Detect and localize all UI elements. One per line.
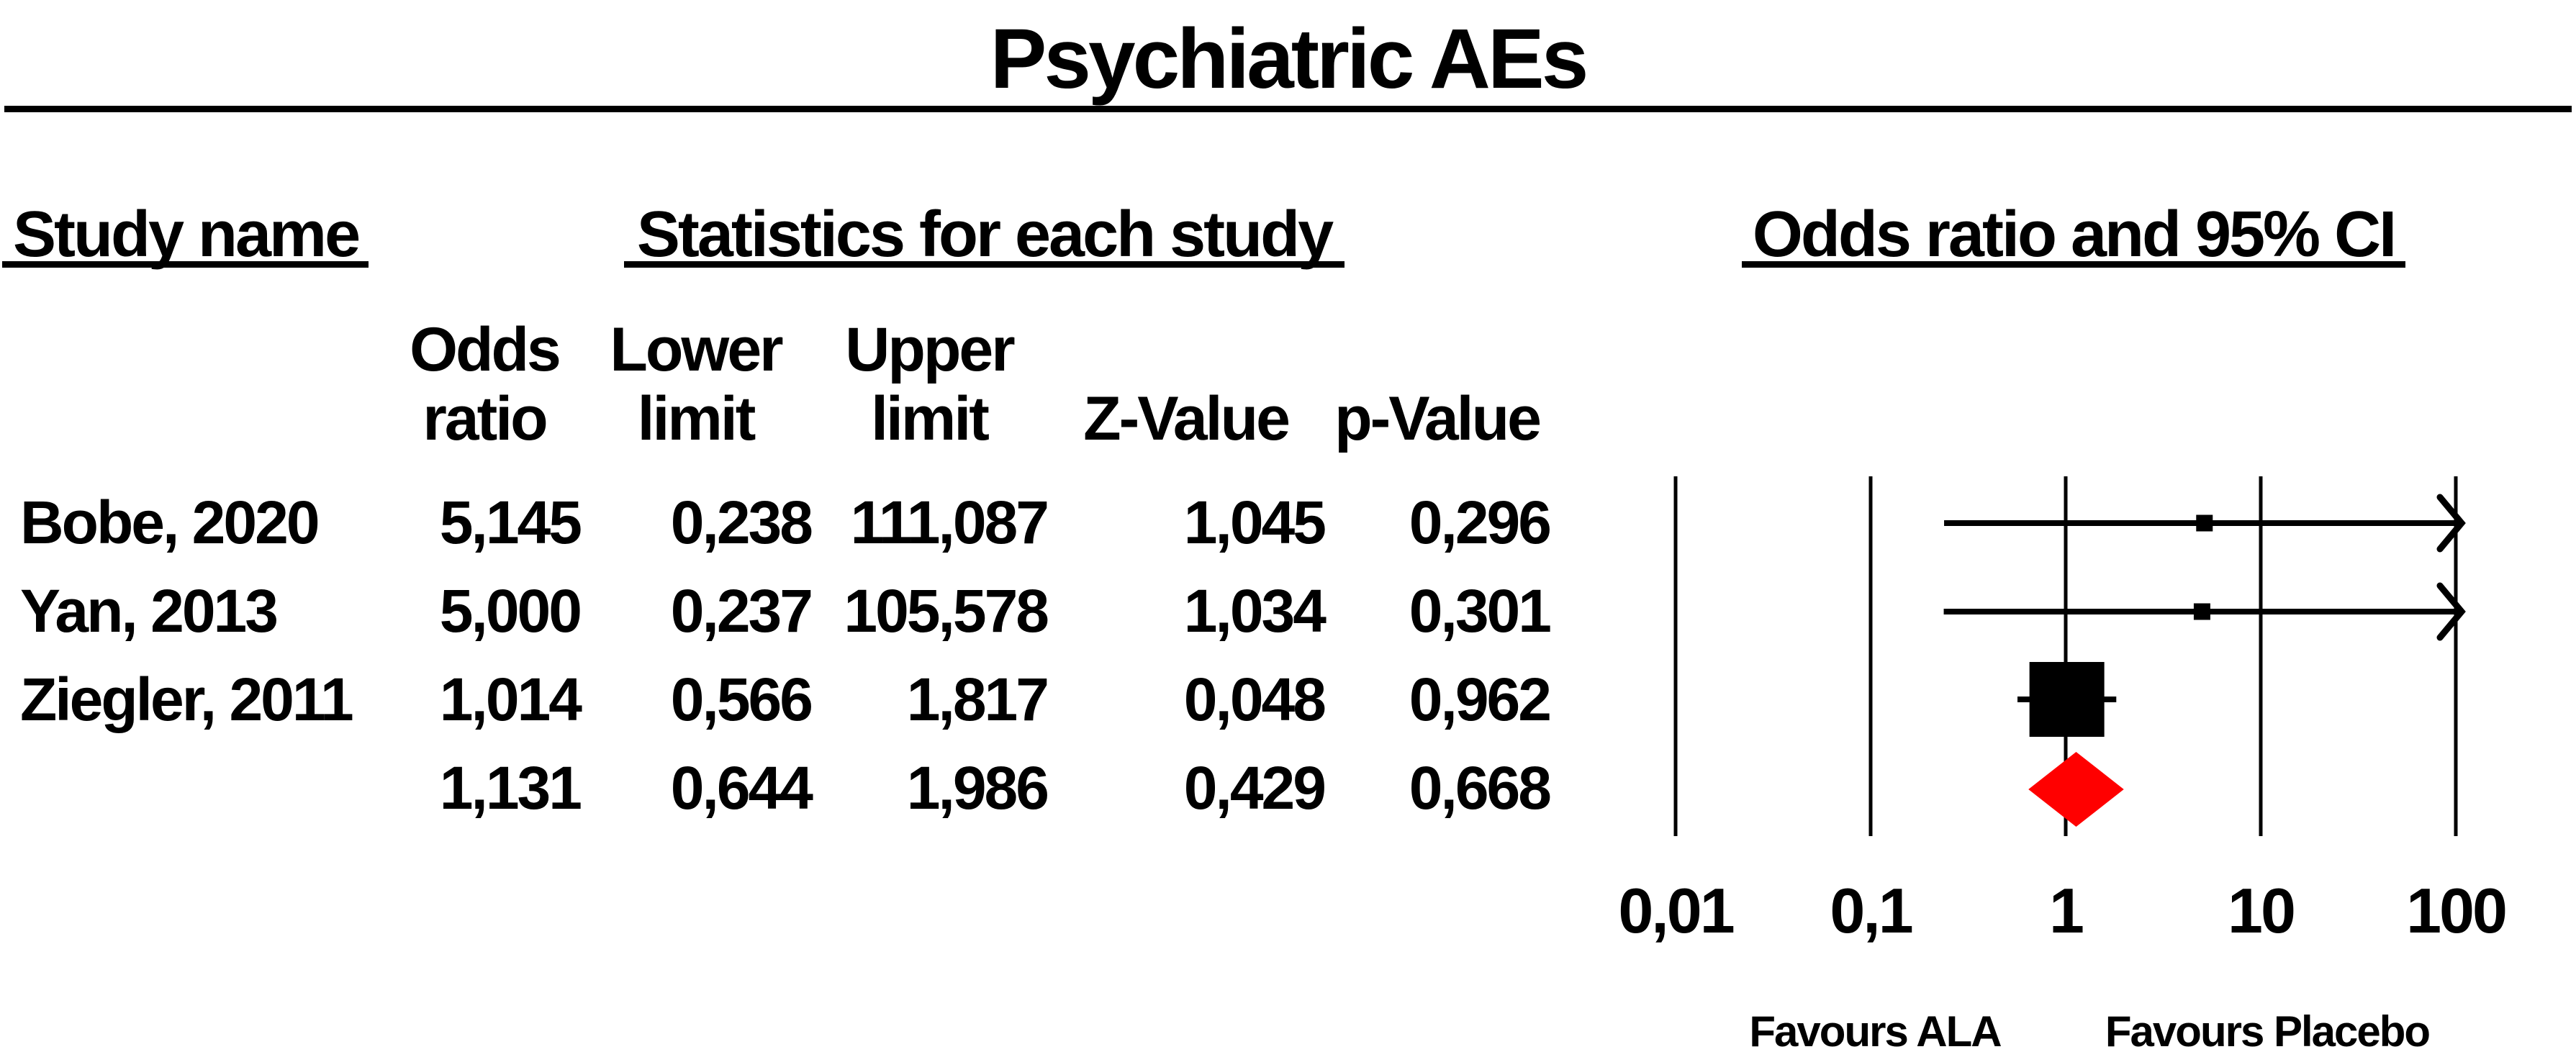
- underline-study-name: [2, 261, 369, 268]
- subheader-odds-line1: Odds: [410, 315, 561, 384]
- study-point-marker: [2193, 603, 2210, 620]
- summary-upper-limit-value: 1,986: [906, 754, 1049, 822]
- summary-diamond: [2028, 752, 2124, 827]
- upper-limit-value: 1,817: [906, 666, 1049, 733]
- axis-tick-label: 0,01: [1618, 875, 1735, 946]
- study-point-marker: [2196, 514, 2213, 532]
- underline-odds-ratio-ci: [1742, 261, 2405, 268]
- study-point-marker: [2029, 662, 2105, 737]
- chart-title: Psychiatric AEs: [990, 12, 1589, 106]
- summary-z-value: 0,429: [1183, 754, 1327, 822]
- subheader-z-value: Z-Value: [1083, 384, 1291, 453]
- p-value: 0,296: [1409, 489, 1552, 556]
- ci-arrowhead: [2436, 494, 2466, 553]
- study-name: Bobe, 2020: [20, 489, 320, 556]
- z-value: 0,048: [1183, 666, 1327, 733]
- statistics-table: Bobe, 2020 5,145 0,238 111,087 1,045 0,2…: [18, 478, 1552, 833]
- odds-ratio-value: 1,014: [439, 666, 582, 733]
- z-value: 1,045: [1183, 489, 1327, 556]
- upper-limit-value: 111,087: [850, 489, 1049, 556]
- odds-ratio-value: 5,000: [439, 577, 582, 645]
- study-name: Ziegler, 2011: [20, 666, 354, 733]
- column-group-header-odds-ratio-ci: Odds ratio and 95% CI: [1752, 199, 2397, 271]
- stats-column-headers: Odds Lower Upper ratio limit limit Z-Val…: [18, 315, 1550, 453]
- column-group-header-study-name: Study name: [13, 199, 361, 271]
- upper-limit-value: 105,578: [844, 577, 1049, 645]
- favours-placebo-label: Favours Placebo: [2105, 1007, 2431, 1056]
- summary-p-value: 0,668: [1409, 754, 1552, 822]
- title-divider-line: [4, 106, 2572, 112]
- axis-tick-label: 100: [2406, 875, 2508, 946]
- subheader-lower-line2: limit: [637, 384, 756, 453]
- subheader-upper-line2: limit: [871, 384, 990, 453]
- summary-lower-limit-value: 0,644: [670, 754, 813, 822]
- ci-arrowhead: [2436, 582, 2466, 641]
- underline-statistics: [624, 261, 1345, 268]
- summary-odds-ratio-value: 1,131: [439, 754, 582, 822]
- p-value: 0,301: [1409, 577, 1552, 645]
- lower-limit-value: 0,566: [670, 666, 813, 733]
- z-value: 1,034: [1183, 577, 1327, 645]
- axis-tick-label: 0,1: [1830, 875, 1913, 946]
- odds-ratio-value: 5,145: [439, 489, 582, 556]
- subheader-upper-line1: Upper: [845, 315, 1015, 384]
- subheader-p-value: p-Value: [1334, 384, 1542, 453]
- axis-tick-label: 1: [2049, 875, 2084, 946]
- lower-limit-value: 0,238: [670, 489, 813, 556]
- column-group-header-statistics: Statistics for each study: [636, 199, 1334, 271]
- subheader-odds-line2: ratio: [422, 384, 548, 453]
- favours-treatment-label: Favours ALA: [1749, 1007, 2002, 1056]
- p-value: 0,962: [1409, 666, 1552, 733]
- lower-limit-value: 0,237: [670, 577, 813, 645]
- subheader-lower-line1: Lower: [610, 315, 783, 384]
- study-name: Yan, 2013: [20, 577, 279, 645]
- axis-tick-label: 10: [2228, 875, 2296, 946]
